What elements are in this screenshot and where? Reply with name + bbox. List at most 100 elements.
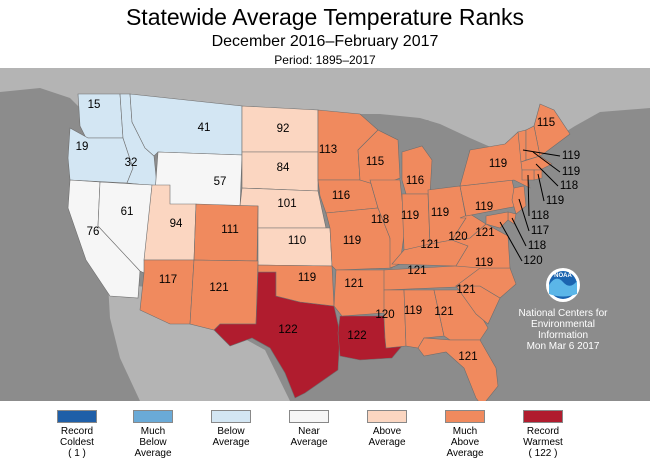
legend-label: Above: [450, 437, 480, 448]
rank-label-fl: 121: [458, 351, 477, 363]
rank-label-nd: 92: [277, 123, 290, 135]
ncei-date: Mon Mar 6 2017: [527, 341, 600, 352]
callout-line-de: [511, 217, 527, 247]
rank-label-md: 120: [523, 255, 542, 267]
rank-label-sd: 84: [277, 162, 290, 174]
rank-label-mn: 113: [319, 144, 337, 156]
rank-label-wi: 115: [366, 156, 384, 168]
rank-label-wa: 15: [88, 99, 101, 111]
rank-label-tx: 122: [278, 324, 297, 336]
legend-swatch: [289, 410, 329, 423]
rank-label-mi: 116: [406, 175, 424, 187]
rank-label-va: 120: [448, 231, 467, 243]
rank-label-me: 115: [537, 117, 555, 129]
rank-label-ms: 120: [375, 309, 394, 321]
ncei-line2: Environmental: [531, 319, 595, 330]
legend-item: Record Warmest( 122 ): [506, 410, 580, 459]
rank-label-sc: 121: [456, 284, 475, 296]
legend-item: Below Average: [194, 410, 268, 448]
legend-label: Average: [368, 437, 406, 448]
rank-label-ky: 121: [420, 239, 439, 251]
legend-label: Average: [134, 448, 172, 459]
rank-label-ne: 101: [277, 198, 296, 210]
rank-label-de: 118: [528, 240, 546, 252]
rank-label-ma: 118: [560, 180, 578, 192]
state-il: [369, 179, 406, 269]
state-rank-labels: 15 19 32 41 57 76 61 94 92 84 101 110 111 117 121 122 12…: [76, 99, 581, 363]
legend-label: Record: [526, 426, 560, 437]
rank-label-al: 119: [404, 305, 422, 317]
map-title: Statewide Average Temperature Ranks: [125, 4, 525, 30]
rank-label-or: 19: [76, 141, 89, 153]
rank-label-wv: 121: [475, 227, 494, 239]
legend-label: Above: [372, 426, 402, 437]
rank-label-nj: 117: [531, 225, 549, 237]
rank-label-nc: 119: [475, 257, 493, 269]
map-period: Period: 1895–2017: [274, 53, 376, 67]
legend-item: Near Average: [272, 410, 346, 448]
legend-label: Average: [212, 437, 250, 448]
rank-label-ia: 116: [332, 190, 350, 202]
state-fl: [417, 337, 499, 401]
state-wa: [77, 93, 124, 139]
legend-swatch: [211, 410, 251, 423]
state-wi: [357, 129, 401, 187]
callout-line-nh: [532, 151, 561, 173]
rank-label-nh: 119: [562, 166, 580, 178]
legend-item: Record Coldest( 1 ): [40, 410, 114, 459]
rank-map: 15 19 32 41 57 76 61 94 92 84 101 110 111 117 121 122 12…: [0, 68, 650, 401]
legend: Record Coldest( 1 ) Much Below Average Below A…: [0, 404, 650, 475]
ncei-block: NOAA National Centers for Environmental …: [519, 268, 609, 352]
legend-label: Average: [290, 437, 328, 448]
rank-label-in: 119: [401, 210, 419, 222]
legend-item: Much Above Average: [428, 410, 502, 459]
legend-label: Below: [139, 437, 167, 448]
ncei-line1: National Centers for: [519, 308, 609, 319]
rank-label-mo: 119: [343, 235, 361, 247]
legend-label: Much: [140, 426, 166, 437]
rank-label-vt: 119: [562, 150, 580, 162]
state-ok: [257, 264, 335, 307]
rank-label-ut: 94: [170, 218, 183, 230]
rank-label-ri: 119: [546, 195, 564, 207]
legend-swatch: [445, 410, 485, 423]
state-md: [485, 211, 509, 229]
lake-superior: [398, 120, 440, 136]
rank-label-id: 32: [125, 157, 138, 169]
noaa-logo-text: NOAA: [554, 273, 572, 279]
rank-label-tn: 121: [407, 265, 426, 277]
legend-swatch: [57, 410, 97, 423]
noaa-logo-wave: [549, 278, 577, 297]
rank-label-ga: 121: [434, 306, 453, 318]
rank-label-co: 111: [221, 224, 238, 236]
state-nm: [189, 259, 259, 331]
rank-label-nv: 61: [121, 206, 134, 218]
legend-label: Near: [298, 426, 320, 437]
legend-label: Much: [452, 426, 478, 437]
rank-label-ok: 119: [298, 272, 316, 284]
rank-label-ny: 119: [489, 158, 507, 170]
legend-swatch: [133, 410, 173, 423]
callout-line-ct: [527, 174, 530, 217]
callout-line-ma: [535, 163, 559, 187]
legend-label: Record: [60, 426, 94, 437]
northeast-callout-lines: [499, 149, 561, 262]
ncei-line3: Information: [538, 330, 588, 341]
rank-label-nm: 121: [209, 282, 228, 294]
rank-label-mt: 41: [198, 122, 211, 134]
callout-line-vt: [522, 149, 561, 157]
legend-item: Above Average: [350, 410, 424, 448]
rank-label-az: 117: [159, 274, 177, 286]
callout-line-nj: [518, 198, 530, 232]
rank-label-oh: 119: [431, 207, 449, 219]
rank-label-ct: 118: [531, 210, 549, 222]
rank-label-pa: 119: [475, 201, 493, 213]
legend-swatch: [523, 410, 563, 423]
rank-label-ar: 121: [344, 278, 363, 290]
rank-label-ca: 76: [87, 226, 100, 238]
state-polygons: [67, 93, 571, 401]
legend-label: Below: [217, 426, 245, 437]
state-nv: [97, 181, 153, 274]
rank-label-ks: 110: [288, 235, 306, 247]
rank-label-wy: 57: [214, 176, 227, 188]
